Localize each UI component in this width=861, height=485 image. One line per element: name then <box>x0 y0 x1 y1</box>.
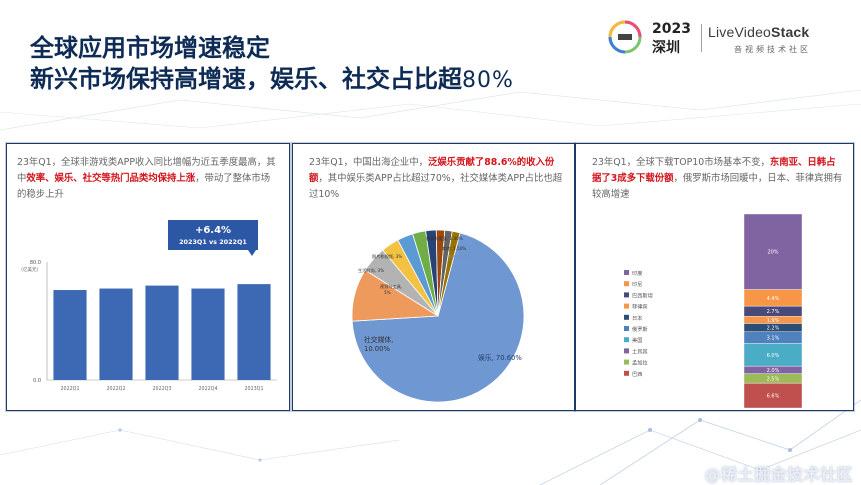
segment-value-label: 3.1% <box>767 336 780 342</box>
pie-extra-label: 其他, 1.4% <box>448 253 470 260</box>
pie-slice-label: 娱乐, 70.60% <box>478 353 522 362</box>
pie-slice-label: 照片和视频, 3% <box>372 253 402 260</box>
bar <box>53 290 87 380</box>
growth-callout-pointer <box>248 250 256 256</box>
panel-2-text-highlight: 泛娱乐贡献了88.6%的收入份额 <box>309 157 555 184</box>
pie-slice <box>437 230 461 317</box>
x-tick-label: 2023Q1 <box>244 386 263 392</box>
title-line-2: 新兴市场保持高增速，娱乐、社交占比超80% <box>30 64 514 96</box>
legend-swatch <box>624 303 629 309</box>
legend-swatch <box>624 270 629 275</box>
legend-label: 孟加拉 <box>632 359 648 367</box>
logo-city: 深圳 <box>652 40 680 56</box>
legend-swatch <box>624 359 629 365</box>
x-tick-label: 2022Q4 <box>198 386 217 392</box>
panel-3-text-highlight: 东南亚、日韩占据了3成多下载份额 <box>592 157 836 184</box>
stacked-segment <box>743 382 803 409</box>
legend-swatch <box>624 337 629 343</box>
watermark: @稀土掘金技术社区 <box>704 461 853 485</box>
panel-3-text-b: ，俄罗斯市场回暖中，日本、菲律宾拥有较高增速 <box>592 173 843 200</box>
legend-label: 日本 <box>632 314 642 322</box>
y-axis-unit: （亿美元） <box>19 266 42 273</box>
legend-swatch <box>624 348 629 354</box>
panel-2-text-a: 23年Q1，中国出海企业中， <box>309 157 429 168</box>
legend-label: 土耳其 <box>632 347 648 355</box>
conference-logo: 2023 深圳 LiveVideoStack 音视频技术社区 <box>608 18 828 58</box>
title-line-2-text: 新兴市场保持高增速，娱乐、社交占比超 <box>30 65 462 93</box>
segment-value-label: 2.2% <box>767 326 780 332</box>
segment-value-label: 2.5% <box>767 376 780 382</box>
legend-swatch <box>624 314 629 320</box>
legend-swatch <box>624 292 629 298</box>
panel-3-text: 23年Q1，全球下载TOP10市场基本不变，东南亚、日韩占据了3成多下载份额，俄… <box>592 155 843 203</box>
y-tick-label: 0.0 <box>33 378 41 384</box>
logo-year: 2023 <box>652 21 691 37</box>
panel-2-text: 23年Q1，中国出海企业中，泛娱乐贡献了88.6%的收入份额，其中娱乐类APP占… <box>309 155 564 203</box>
growth-callout-value: +6.4% <box>195 225 231 236</box>
panel-revenue-share: 23年Q1，中国出海企业中，泛娱乐贡献了88.6%的收入份额，其中娱乐类APP占… <box>292 143 575 411</box>
panel-1-text-b: ，带动了整体市场的稳步上升 <box>17 173 271 200</box>
pie-slice-label: 其他, 1.50% <box>442 245 466 252</box>
revenue-bar-chart: 80.0 0.0 （亿美元） 2022Q1 2022Q2 2022Q3 2022Q4 2023… <box>19 220 277 392</box>
y-tick-label: 80.0 <box>30 260 41 266</box>
legend-label: 俄罗斯 <box>632 325 648 333</box>
title-line-1: 全球应用市场增速稳定 <box>30 34 270 62</box>
slide-title: 全球应用市场增速稳定 新兴市场保持高增速，娱乐、社交占比超80% <box>30 33 514 96</box>
watermark-text: @稀土掘金技术社区 <box>704 465 853 484</box>
bar <box>145 285 179 380</box>
legend-label: 印尼 <box>632 281 642 288</box>
pie-slice-label: 10.00% <box>364 345 390 353</box>
stacked-segment <box>743 213 803 290</box>
growth-callout-box <box>168 220 258 250</box>
pie-slice-label: 视频与工具, <box>380 283 402 290</box>
pie-slice-label: 社交媒体, <box>364 335 393 344</box>
legend-label: 印度 <box>632 269 642 277</box>
segment-value-label: 6.0% <box>767 353 780 359</box>
legend-label: 美国 <box>632 336 642 344</box>
logo-brand-suffix: Stack <box>771 24 810 40</box>
segment-value-label: 4.4% <box>767 296 780 302</box>
panel-1-text: 23年Q1，全球非游戏类APP收入同比增幅为近五季度最高，其中效率、娱乐、社交等… <box>17 155 279 203</box>
pie-slice-label: 5% <box>384 290 391 295</box>
download-share-stacked-chart: 6.6% 2.5% 2.0% 6.0% 3.1% 2.2% 1.9% 2.7% 4.4% 20% 印… <box>624 213 803 409</box>
event-badge-icon <box>608 20 642 54</box>
panel-revenue-growth: 23年Q1，全球非游戏类APP收入同比增幅为近五季度最高，其中效率、娱乐、社交等… <box>6 143 290 411</box>
legend-swatch <box>624 326 629 331</box>
bar <box>99 288 133 380</box>
legend-swatch <box>624 281 629 287</box>
segment-value-label: 2.0% <box>767 368 780 374</box>
x-tick-label: 2022Q1 <box>60 386 79 392</box>
panel-1-text-a: 23年Q1，全球非游戏类APP收入同比增幅为近五季度最高，其中 <box>17 157 276 184</box>
logo-subtitle: 音视频技术社区 <box>734 45 811 54</box>
pie-slice-label: 生活时尚, 3% <box>358 267 384 274</box>
growth-callout-label: 2023Q1 vs 2022Q1 <box>179 238 247 246</box>
panel-3-text-a: 23年Q1，全球下载TOP10市场基本不变， <box>592 157 770 168</box>
segment-value-label: 20% <box>767 250 778 256</box>
panel-1-text-highlight: 效率、娱乐、社交等热门品类均保持上涨 <box>26 173 196 184</box>
legend-label: 菲律宾 <box>632 303 648 311</box>
x-tick-label: 2022Q2 <box>106 386 125 392</box>
logo-divider <box>701 24 702 52</box>
segment-value-label: 6.6% <box>767 394 780 400</box>
bar <box>191 288 225 380</box>
x-tick-label: 2022Q3 <box>152 386 171 392</box>
panel-2-text-b: ，其中娱乐类APP占比超过70%，社交媒体类APP占比也超过10% <box>309 173 563 200</box>
pie-slice-label: 健康和健身, 1.40% <box>426 235 463 242</box>
panel-download-markets: 23年Q1，全球下载TOP10市场基本不变，东南亚、日韩占据了3成多下载份额，俄… <box>575 143 854 411</box>
segment-value-label: 1.9% <box>767 318 780 324</box>
pie-slice <box>351 232 525 403</box>
legend-swatch <box>624 370 629 376</box>
revenue-share-pie-chart: 娱乐, 70.60% 社交媒体,10.00% 视频与工具,5% 生活时尚, 3% 照片和… <box>351 229 525 403</box>
legend-label: 巴西 <box>632 371 642 378</box>
title-line-2-percent: 80% <box>462 68 514 93</box>
bar <box>237 284 271 380</box>
logo-brand-prefix: LiveVideo <box>708 24 772 40</box>
segment-value-label: 2.7% <box>767 309 780 315</box>
legend-label: 巴西斯坦 <box>632 291 653 299</box>
logo-brand: LiveVideoStack <box>708 24 809 40</box>
